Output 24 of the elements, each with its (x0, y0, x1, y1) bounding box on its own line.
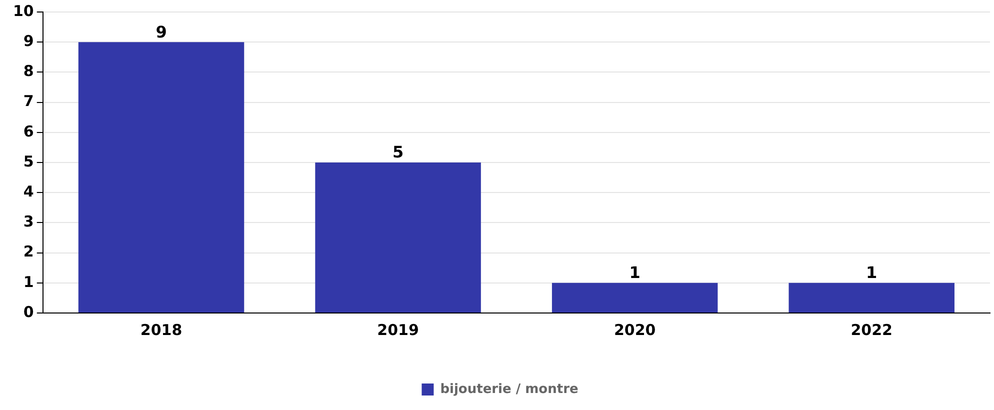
bar (78, 42, 244, 312)
bar (788, 282, 954, 312)
y-tick-label: 5 (23, 152, 34, 170)
data-label: 5 (392, 142, 404, 162)
bar (552, 282, 718, 312)
y-tick-label: 1 (23, 272, 34, 291)
x-tick-label: 2022 (850, 320, 892, 339)
y-tick-label: 9 (23, 32, 34, 50)
y-tick-label: 3 (23, 212, 34, 231)
x-tick-label: 2020 (614, 320, 656, 339)
bar (315, 162, 481, 312)
x-tick-label: 2018 (140, 320, 182, 339)
data-label: 9 (156, 22, 167, 42)
y-tick-label: 10 (13, 2, 34, 20)
y-tick-label: 0 (23, 302, 34, 321)
data-label: 1 (866, 263, 878, 282)
y-tick-label: 8 (23, 62, 34, 80)
data-label: 1 (629, 263, 640, 282)
y-tick-label: 2 (23, 242, 34, 261)
legend-label: bijouterie / montre (440, 382, 578, 397)
y-tick-label: 6 (23, 122, 34, 140)
y-tick-label: 4 (23, 182, 34, 200)
x-tick-label: 2019 (377, 320, 419, 339)
y-tick-label: 7 (23, 92, 34, 110)
